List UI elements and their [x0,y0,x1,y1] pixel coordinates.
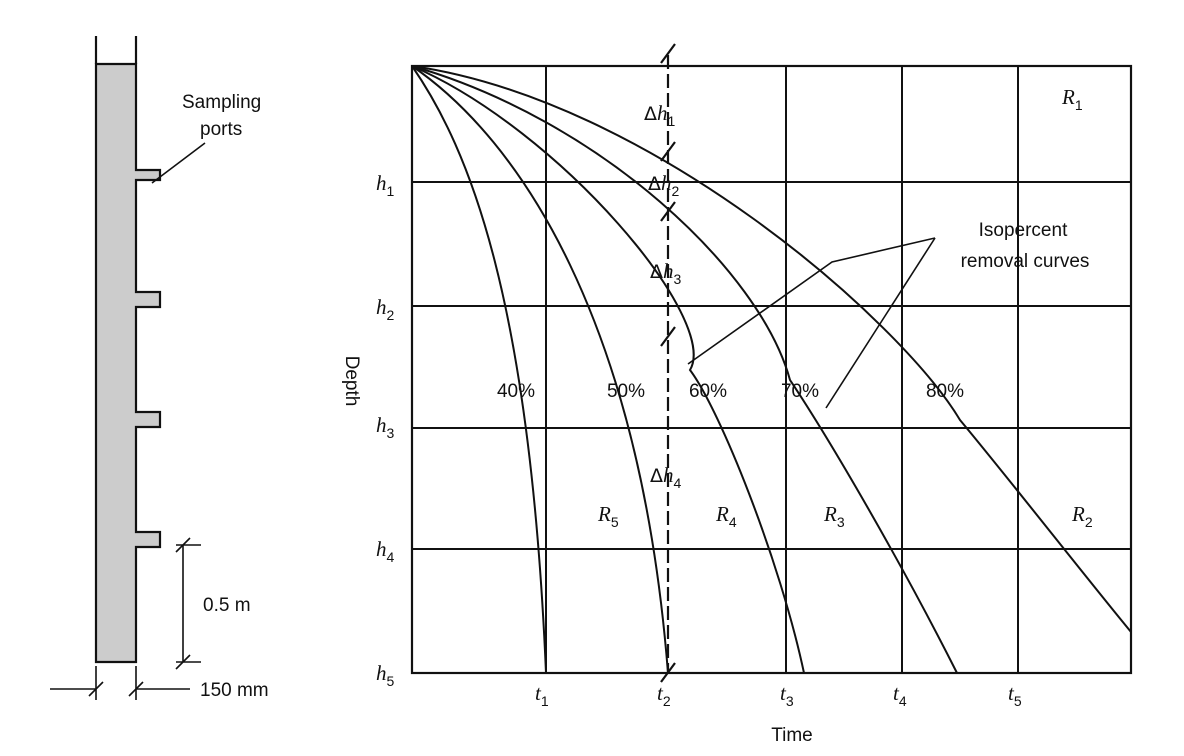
isopercent-curve-80 [411,65,1132,633]
isopercent-curve-50 [411,65,669,674]
port-spacing-label: 0.5 m [203,595,251,616]
delta-tick-2 [660,201,676,222]
curve-label-60: 60% [689,381,727,402]
time-label-t2: t2 [657,681,671,709]
region-label-r4: R4 [715,502,737,530]
callout-leader-70 [825,237,936,409]
plot-frame [410,64,1133,675]
chart-labels: h1 h2 h3 h4 h5 t1 t2 t3 t4 t5 Δh1 Δh2 Δh3 Δh4 R1 R2 R3 R4… [341,85,1093,746]
callout-label-line2: removal curves [961,251,1090,272]
curve-label-40: 40% [497,381,535,402]
delta-label-h3: Δh3 [650,259,682,287]
depth-label-h4: h4 [376,537,395,565]
y-axis-title: Depth [341,356,362,407]
isopercent-chart: h1 h2 h3 h4 h5 t1 t2 t3 t4 t5 Δh1 Δh2 Δh3 Δh4 R1 R2 R3 R4… [341,43,1133,746]
region-label-r5: R5 [597,502,619,530]
isopercent-curves [411,65,1132,674]
dim-tick-top [175,537,191,553]
x-axis-title: Time [771,725,813,746]
delta-label-h2: Δh2 [648,171,680,199]
chart-grid [410,64,1133,675]
dim-tick-bottom [175,654,191,670]
region-label-r1: R1 [1061,85,1083,113]
delta-label-h1: Δh1 [644,101,676,129]
isopercent-curve-70 [411,65,958,674]
sampling-ports-label-2: ports [200,119,242,140]
region-label-r2: R2 [1071,502,1093,530]
column-width-label: 150 mm [200,680,269,701]
curve-label-70: 70% [781,381,819,402]
curve-label-80: 80% [926,381,964,402]
depth-label-h2: h2 [376,295,395,323]
column-body [94,62,162,664]
width-tick-right [128,681,144,697]
time-label-t5: t5 [1008,681,1022,709]
callout-leader-60 [687,237,936,365]
delta-tick-4 [660,662,676,683]
depth-label-h5: h5 [376,661,395,689]
curve-label-50: 50% [607,381,645,402]
isopercent-curve-60 [411,65,805,674]
time-label-t1: t1 [535,681,549,709]
sampling-ports-leader [151,142,206,184]
time-label-t4: t4 [893,681,907,709]
delta-tick-3 [660,326,676,347]
width-tick-left [88,681,104,697]
isopercent-curve-40 [411,65,547,674]
time-label-t3: t3 [780,681,794,709]
settling-column: Sampling ports 0.5 m 150 mm [50,36,269,701]
region-label-r3: R3 [823,502,845,530]
callout-label-line1: Isopercent [979,220,1068,241]
depth-label-h1: h1 [376,171,395,199]
depth-label-h3: h3 [376,413,395,441]
sampling-ports-label-1: Sampling [182,92,261,113]
delta-tick-0 [660,43,676,64]
delta-label-h4: Δh4 [650,463,682,491]
delta-tick-1 [660,141,676,162]
